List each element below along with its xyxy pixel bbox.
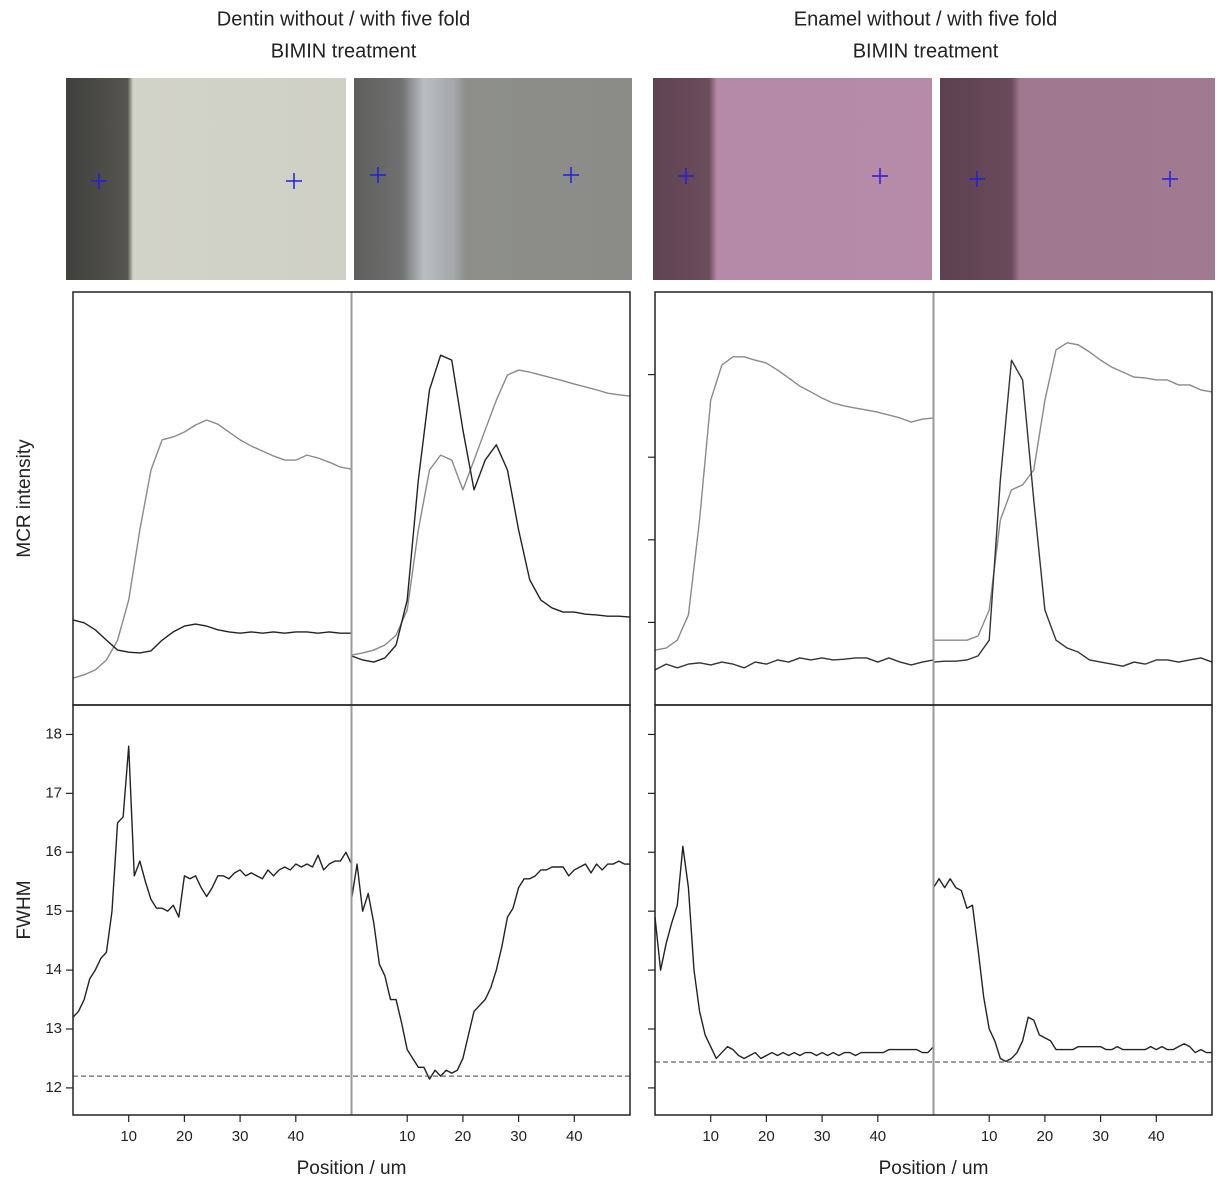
x-tick-label: 40	[1148, 1128, 1165, 1145]
x-tick-label: 30	[232, 1128, 249, 1145]
y-axis-label: MCR intensity	[14, 439, 35, 558]
y-tick-label: 15	[45, 902, 62, 919]
y-tick-label: 14	[45, 961, 62, 978]
chart-title: Enamel without / with five fold	[794, 8, 1057, 30]
x-tick-label: 20	[455, 1128, 472, 1145]
x-tick-label: 20	[758, 1128, 775, 1145]
y-tick-label: 13	[45, 1020, 62, 1037]
crosshairs	[91, 167, 1178, 189]
y-tick-label: 12	[45, 1079, 62, 1096]
x-tick-label: 40	[287, 1128, 304, 1145]
y-axis-label: FWHM	[14, 880, 35, 939]
x-tick-label: 30	[510, 1128, 527, 1145]
chart-title: Dentin without / with five fold	[217, 8, 470, 30]
chart-subtitle: BIMIN treatment	[271, 40, 417, 62]
chart-subtitle: BIMIN treatment	[853, 40, 999, 62]
x-tick-label: 20	[176, 1128, 193, 1145]
x-tick-label: 40	[869, 1128, 886, 1145]
y-tick-label: 17	[45, 784, 62, 801]
x-tick-label: 20	[1037, 1128, 1054, 1145]
x-axis-label: Position / um	[879, 1158, 989, 1179]
micrograph	[354, 78, 632, 280]
data-line	[72, 745, 353, 1018]
y-tick-label: 18	[45, 725, 62, 742]
data-line	[654, 356, 934, 651]
micrograph	[66, 78, 346, 280]
y-tick-label: 16	[45, 843, 62, 860]
data-line	[933, 342, 1213, 641]
data-line	[654, 657, 934, 671]
plot-frame	[654, 704, 1213, 1116]
data-line	[72, 619, 352, 654]
data-line	[654, 845, 935, 1060]
x-axis-label: Position / um	[297, 1158, 407, 1179]
x-tick-label: 10	[399, 1128, 416, 1145]
data-line	[932, 878, 1212, 1063]
data-line	[351, 369, 631, 656]
x-tick-label: 10	[981, 1128, 998, 1145]
x-tick-label: 10	[702, 1128, 719, 1145]
x-tick-label: 40	[566, 1128, 583, 1145]
data-line	[72, 419, 352, 679]
x-tick-label: 10	[120, 1128, 137, 1145]
x-tick-label: 30	[814, 1128, 831, 1145]
data-line	[933, 359, 1213, 667]
plot-frame	[72, 704, 631, 1116]
x-tick-label: 30	[1092, 1128, 1109, 1145]
micrograph	[653, 78, 932, 280]
data-line	[351, 354, 631, 663]
data-line	[350, 860, 630, 1080]
